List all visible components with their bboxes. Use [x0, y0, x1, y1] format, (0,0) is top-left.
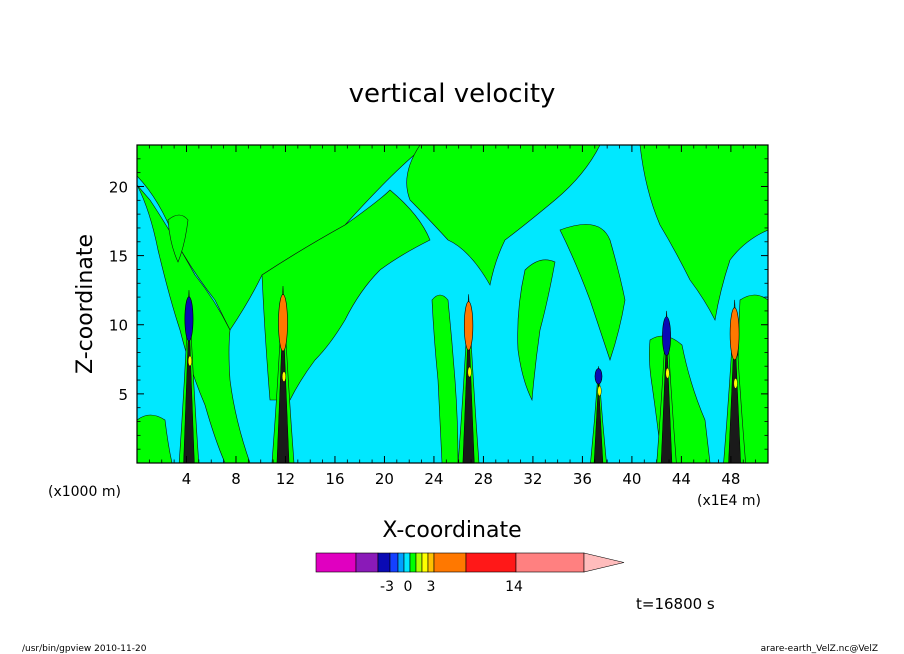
y-tick-label: 10	[109, 317, 128, 335]
colorbar-segment	[397, 552, 405, 573]
plume-streak	[187, 355, 192, 367]
colorbar-segment	[415, 552, 423, 573]
colorbar-tick-label: 3	[427, 579, 436, 595]
colorbar-segment	[389, 552, 399, 573]
footer-source: arare-earth_VelZ.nc@VelZ	[761, 644, 878, 654]
x-tick-label: 36	[573, 470, 592, 488]
x-tick-label: 16	[325, 470, 344, 488]
chart-title: vertical velocity	[349, 79, 556, 109]
velocity-band	[559, 224, 626, 361]
colorbar-segment	[515, 552, 585, 573]
plot-frame	[136, 144, 769, 464]
plume-core	[463, 301, 474, 351]
colorbar-segment	[315, 552, 357, 573]
positive-velocity-bands	[137, 145, 768, 463]
plume-core	[278, 294, 288, 352]
x-tick-label: 4	[182, 470, 192, 488]
x-unit-left: (x1000 m)	[48, 484, 121, 500]
colorbar-segment	[421, 552, 429, 573]
velocity-band	[517, 259, 556, 402]
plume-streak	[597, 385, 602, 397]
y-axis: 5 10 15 20	[109, 144, 768, 450]
x-axis: 4 8 12 16 20 24 28 32 36 40 44 48	[148, 145, 769, 488]
colorbar-extend-arrow	[583, 552, 625, 573]
plume-core	[184, 296, 194, 342]
colorbar-tick-label: 0	[404, 579, 413, 595]
x-tick-label: 44	[672, 470, 691, 488]
plume-core	[662, 316, 671, 356]
velocity-band	[639, 145, 768, 321]
velocity-band	[137, 414, 173, 463]
x-tick-label: 40	[622, 470, 641, 488]
colorbar: -3 0 3 14	[315, 552, 625, 595]
x-tick-label: 32	[523, 470, 542, 488]
colorbar-segment	[377, 552, 391, 573]
plume-streak	[467, 366, 472, 378]
plume-streak	[733, 378, 738, 389]
footer-program: /usr/bin/gpview 2010-11-20	[22, 644, 147, 654]
x-tick-label: 8	[231, 470, 241, 488]
colorbar-segment	[355, 552, 379, 573]
updraft-plumes	[178, 286, 746, 463]
y-tick-label: 5	[118, 386, 128, 404]
x-tick-label: 48	[721, 470, 740, 488]
time-label: t=16800 s	[636, 595, 715, 613]
colorbar-segment	[433, 552, 467, 573]
x-tick-label: 28	[474, 470, 493, 488]
colorbar-tick-label: -3	[380, 579, 394, 595]
x-tick-label: 12	[276, 470, 295, 488]
plume-core	[594, 368, 603, 385]
x-unit-right: (x1E4 m)	[697, 493, 761, 509]
x-tick-label: 24	[424, 470, 443, 488]
y-axis-label: Z-coordinate	[73, 234, 98, 374]
velocity-band	[431, 294, 459, 463]
colorbar-segment	[409, 552, 417, 573]
plume-streak	[665, 368, 670, 379]
colorbar-segment	[427, 552, 435, 573]
contour-field	[137, 145, 768, 463]
velocity-band	[167, 214, 189, 263]
colorbar-segment	[465, 552, 517, 573]
y-tick-label: 20	[109, 178, 128, 196]
colorbar-tick-label: 14	[505, 579, 523, 595]
y-tick-label: 15	[109, 248, 128, 266]
x-axis-label: X-coordinate	[382, 518, 521, 543]
plume-core	[729, 307, 740, 361]
plume-streak	[281, 371, 286, 382]
velocity-band	[406, 145, 601, 286]
colorbar-segment	[403, 552, 411, 573]
x-tick-label: 20	[375, 470, 394, 488]
